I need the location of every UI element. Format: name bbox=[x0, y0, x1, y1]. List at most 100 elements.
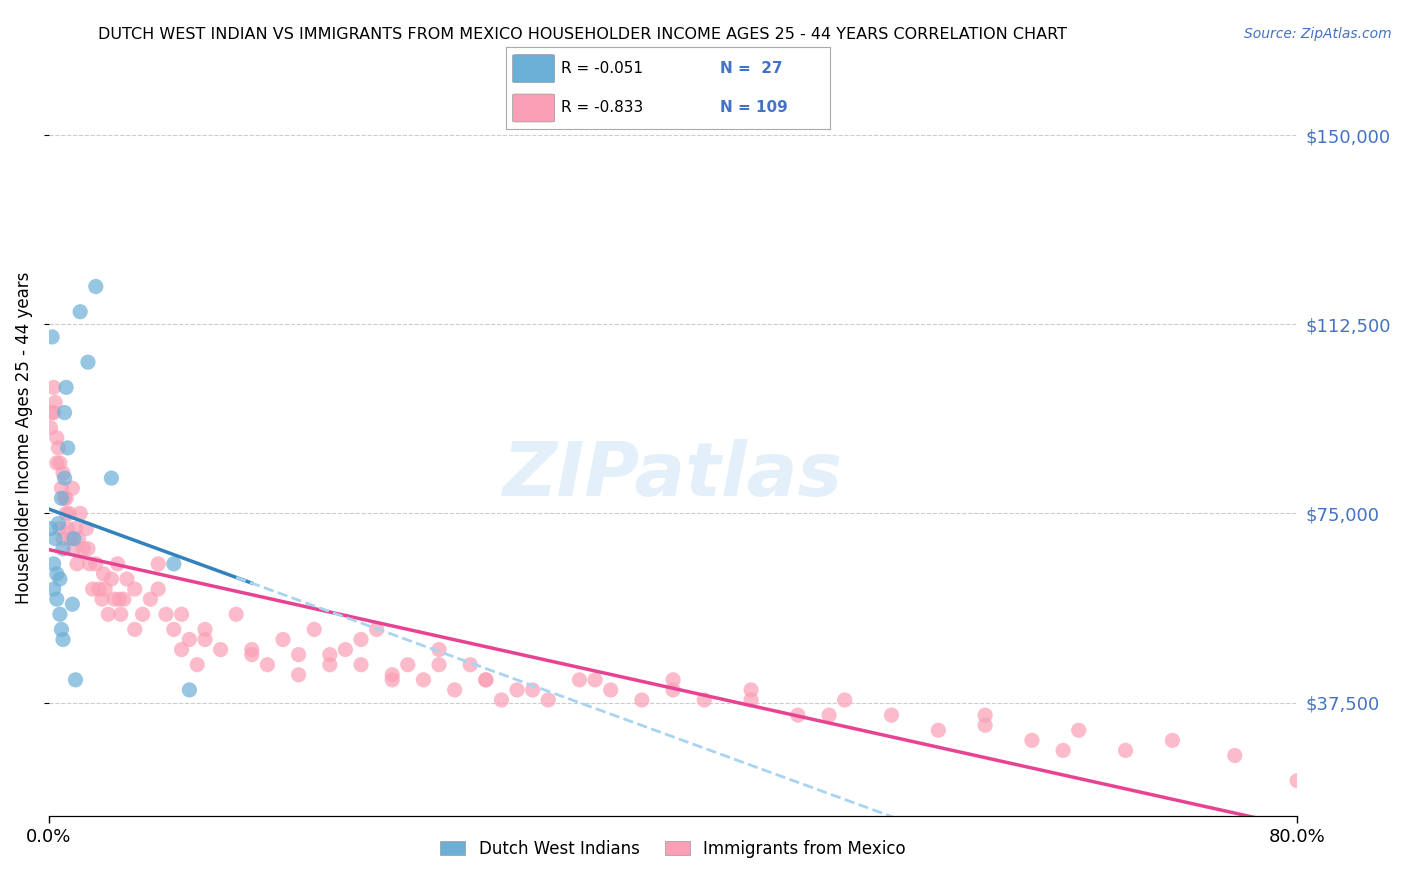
Point bbox=[51, 491, 73, 506]
Point bbox=[927, 723, 949, 738]
Point bbox=[568, 673, 591, 687]
Point bbox=[240, 648, 263, 662]
Point bbox=[112, 592, 135, 607]
Text: R = -0.051: R = -0.051 bbox=[561, 61, 643, 76]
Point bbox=[53, 471, 76, 485]
Point bbox=[427, 642, 450, 657]
Point bbox=[63, 532, 86, 546]
Point bbox=[319, 648, 342, 662]
Point bbox=[427, 657, 450, 672]
FancyBboxPatch shape bbox=[513, 94, 554, 122]
Point bbox=[179, 682, 201, 697]
Point bbox=[599, 682, 621, 697]
Point bbox=[56, 522, 79, 536]
Point bbox=[65, 673, 87, 687]
Text: Source: ZipAtlas.com: Source: ZipAtlas.com bbox=[1244, 27, 1392, 41]
Point bbox=[475, 673, 498, 687]
Point bbox=[1021, 733, 1043, 747]
Point bbox=[100, 572, 122, 586]
Point bbox=[1052, 743, 1074, 757]
Point bbox=[77, 355, 100, 369]
Point bbox=[39, 420, 62, 434]
Point bbox=[42, 406, 65, 420]
Point bbox=[45, 456, 67, 470]
Point bbox=[91, 592, 114, 607]
Point bbox=[256, 657, 278, 672]
Point bbox=[974, 708, 997, 723]
Text: DUTCH WEST INDIAN VS IMMIGRANTS FROM MEXICO HOUSEHOLDER INCOME AGES 25 - 44 YEAR: DUTCH WEST INDIAN VS IMMIGRANTS FROM MEX… bbox=[98, 27, 1067, 42]
Point bbox=[46, 441, 69, 455]
Point bbox=[148, 557, 170, 571]
Point bbox=[42, 582, 65, 596]
Point bbox=[139, 592, 162, 607]
Point bbox=[412, 673, 434, 687]
Point bbox=[350, 657, 373, 672]
Point bbox=[818, 708, 841, 723]
Point bbox=[350, 632, 373, 647]
Point bbox=[53, 406, 76, 420]
Point bbox=[662, 682, 685, 697]
Text: N =  27: N = 27 bbox=[720, 61, 782, 76]
Point bbox=[66, 557, 89, 571]
Point bbox=[287, 648, 309, 662]
Point bbox=[49, 607, 72, 622]
Point bbox=[194, 623, 217, 637]
Point bbox=[475, 673, 498, 687]
Point bbox=[335, 642, 357, 657]
Point bbox=[381, 667, 404, 681]
Point bbox=[41, 406, 63, 420]
Point bbox=[1115, 743, 1137, 757]
Point bbox=[287, 667, 309, 681]
Point bbox=[93, 566, 115, 581]
Point bbox=[55, 491, 77, 506]
Point bbox=[302, 623, 325, 637]
Point bbox=[225, 607, 247, 622]
Point bbox=[45, 592, 67, 607]
Point bbox=[1067, 723, 1090, 738]
Point bbox=[60, 481, 83, 495]
FancyBboxPatch shape bbox=[513, 54, 554, 83]
Point bbox=[52, 532, 75, 546]
Point bbox=[44, 395, 66, 409]
Point bbox=[55, 507, 77, 521]
Point bbox=[396, 657, 419, 672]
Point bbox=[170, 642, 193, 657]
Point bbox=[491, 693, 513, 707]
Point bbox=[46, 516, 69, 531]
Point bbox=[53, 491, 76, 506]
Point bbox=[271, 632, 294, 647]
Point bbox=[443, 682, 465, 697]
Point bbox=[69, 507, 91, 521]
Point bbox=[537, 693, 560, 707]
Text: R = -0.833: R = -0.833 bbox=[561, 100, 644, 115]
Point bbox=[42, 380, 65, 394]
Point bbox=[108, 592, 131, 607]
Point bbox=[72, 541, 94, 556]
Point bbox=[77, 541, 100, 556]
Point bbox=[179, 632, 201, 647]
Point bbox=[49, 456, 72, 470]
Point bbox=[583, 673, 606, 687]
Point bbox=[82, 582, 104, 596]
Point bbox=[124, 623, 146, 637]
Point bbox=[1223, 748, 1246, 763]
Point bbox=[631, 693, 654, 707]
Point bbox=[1286, 773, 1309, 788]
Point bbox=[94, 582, 117, 596]
Point bbox=[52, 466, 75, 480]
Point bbox=[59, 532, 82, 546]
Point bbox=[155, 607, 177, 622]
Point bbox=[194, 632, 217, 647]
Point bbox=[662, 673, 685, 687]
Point bbox=[170, 607, 193, 622]
Legend: Dutch West Indians, Immigrants from Mexico: Dutch West Indians, Immigrants from Mexi… bbox=[434, 833, 912, 864]
Point bbox=[124, 582, 146, 596]
Point bbox=[79, 557, 101, 571]
Point bbox=[163, 623, 186, 637]
Text: ZIPatlas: ZIPatlas bbox=[503, 439, 844, 512]
Point bbox=[381, 673, 404, 687]
Point bbox=[740, 693, 762, 707]
Point bbox=[67, 532, 90, 546]
Point bbox=[84, 557, 107, 571]
Point bbox=[52, 541, 75, 556]
